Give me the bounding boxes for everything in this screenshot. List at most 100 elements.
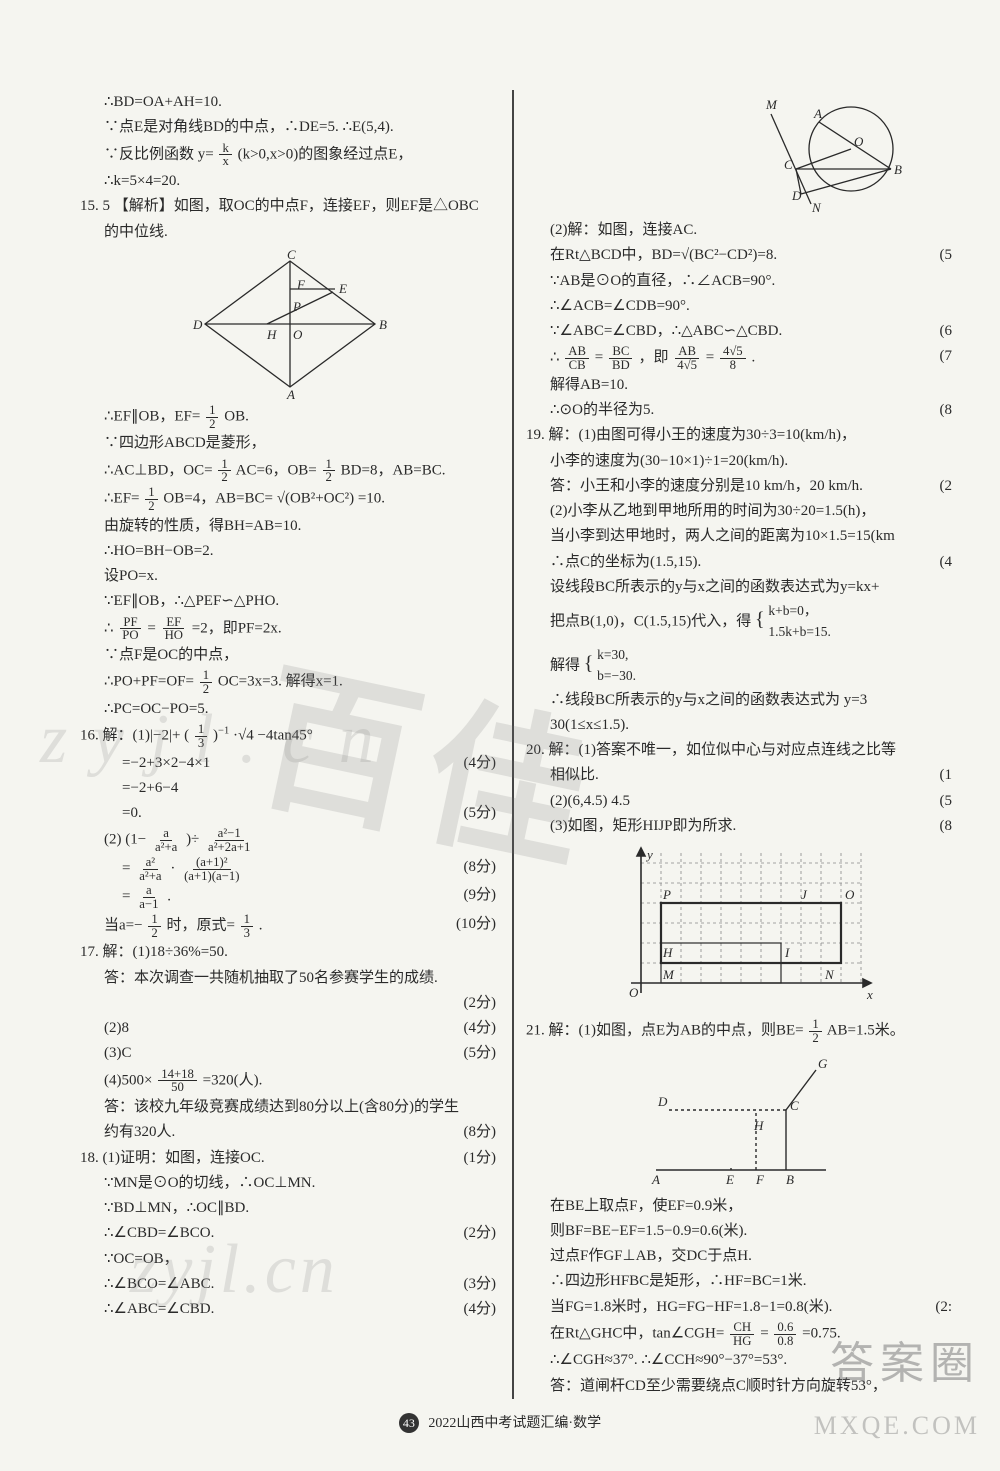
figure-gate: G D C H A E B F <box>526 1046 956 1194</box>
column-right: M A O C B D N (2)解：如图，连接AC. 在Rt△BCD中，BD=… <box>526 90 956 1399</box>
text-line: 的中位线. <box>80 220 500 245</box>
q19-head: 19. 解：(1)由图可得小王的速度为30÷3=10(km/h)， <box>526 423 956 448</box>
text: ∴∠CBD=∠BCO. <box>104 1225 214 1241</box>
svg-text:x: x <box>866 987 873 1002</box>
text-line: ∴HO=BH−OB=2. <box>80 539 500 564</box>
brace-line: 1.5k+b=15. <box>768 622 830 643</box>
text: (4)500× <box>104 1072 152 1088</box>
q21-head: 21. 解：(1)如图，点E为AB的中点，则BE= 12 AB=1.5米。 <box>526 1017 956 1046</box>
text: =0.75. <box>802 1326 840 1342</box>
text-line: ∵MN是⊙O的切线，∴OC⊥MN. <box>80 1171 500 1196</box>
q18-head: 18. (1)证明：如图，连接OC. (1分) <box>80 1146 500 1171</box>
svg-text:B: B <box>379 317 387 332</box>
svg-text:G: G <box>818 1056 828 1071</box>
text: = <box>147 620 155 636</box>
fraction: aa−1 <box>136 884 161 911</box>
svg-text:D: D <box>192 317 203 332</box>
svg-text:A: A <box>813 106 822 121</box>
svg-text:C: C <box>287 249 296 262</box>
text-line: ∵∠ABC=∠CBD，∴△ABC∽△CBD. (6 <box>526 319 956 344</box>
text-line: ∴∠ACB=∠CDB=90°. <box>526 294 956 319</box>
text: ∴点C的坐标为(1.5,15). <box>550 554 701 570</box>
text-line: ∴∠BCO=∠ABC. (3分) <box>80 1272 500 1297</box>
text-line: ∴PO+PF=OF= 12 OC=3x=3. 解得x=1. <box>80 668 500 697</box>
text-line: 在BE上取点F，使EF=0.9米， <box>526 1194 956 1219</box>
score: (4分) <box>464 1017 497 1040</box>
q20-head: 20. 解：(1)答案不唯一，如位似中心与对应点连线之比等 <box>526 738 956 763</box>
score: (2分) <box>464 992 497 1015</box>
fraction: kx <box>219 142 231 169</box>
text: 在Rt△GHC中，tan∠CGH= <box>550 1326 724 1342</box>
fraction: BCBD <box>609 345 633 372</box>
score: (4分) <box>464 1298 497 1321</box>
fraction: 12 <box>218 458 230 485</box>
text-line: ∴AC⊥BD，OC= 12 AC=6，OB= 12 BD=8，AB=BC. <box>80 457 500 486</box>
svg-text:D: D <box>791 188 802 203</box>
text: (2) <box>104 832 122 848</box>
text: (k>0,x>0)的图象经过点E， <box>238 146 413 162</box>
text: 时，原式= <box>166 917 234 933</box>
score: (4分) <box>464 752 497 775</box>
text: · <box>170 860 175 876</box>
text-line: =−2+3×2−4×1 (4分) <box>80 751 500 776</box>
text: . <box>751 350 755 366</box>
text-line: ∴ ABCB = BCBD ，即 AB4√5 = 4√58 . (7 <box>526 344 956 373</box>
text-line: 把点B(1,0)，C(1.5,15)代入，得 { k+b=0， 1.5k+b=1… <box>526 600 956 644</box>
figure-circle: M A O C B D N <box>526 90 956 218</box>
text: √(OB²+OC²) <box>277 491 354 507</box>
score: (2: <box>935 1296 952 1319</box>
svg-text:A: A <box>651 1172 660 1187</box>
q15-head: 15. 5 【解析】如图，取OC的中点F，连接EF，则EF是△OBC <box>80 194 500 219</box>
fraction: EFHO <box>162 616 186 643</box>
text: 18. (1)证明：如图，连接OC. <box>80 1150 265 1166</box>
text: ∵反比例函数 y= <box>104 146 214 162</box>
text-line: ∵OC=OB， <box>80 1247 500 1272</box>
brace-line: k+b=0， <box>768 601 830 622</box>
text-line: ∴EF∥OB，EF= 12 OB. <box>80 403 500 432</box>
fraction: PFPO <box>119 616 141 643</box>
text-line: (2)小李从乙地到甲地所用的时间为30÷20=1.5(h)， <box>526 499 956 524</box>
text-line: 当a=− 12 时，原式= 13 . (10分) <box>80 912 500 941</box>
text: ∴AC⊥BD，OC= <box>104 462 213 478</box>
text: (2)8 <box>104 1020 129 1036</box>
score: (2 <box>940 475 953 498</box>
text-line: (3)如图，矩形HIJP即为所求. (8 <box>526 814 956 839</box>
score: (8分) <box>464 856 497 879</box>
svg-text:F: F <box>755 1172 765 1187</box>
svg-text:M: M <box>662 967 675 982</box>
score: (9分) <box>464 884 497 907</box>
text-line: 设PO=x. <box>80 564 500 589</box>
text: ∴EF∥OB，EF= <box>104 408 200 424</box>
text-line: ∴EF= 12 OB=4，AB=BC= √(OB²+OC²) =10. <box>80 485 500 514</box>
text-line: ∴ PFPO = EFHO =2，即PF=2x. <box>80 615 500 644</box>
score: (7 <box>940 345 953 368</box>
text-line: ∴点C的坐标为(1.5,15). (4 <box>526 550 956 575</box>
text: = <box>122 889 130 905</box>
text-line: 答：该校九年级竞赛成绩达到80分以上(含80分)的学生 <box>80 1095 500 1120</box>
text: 解得 <box>550 657 580 673</box>
text: ，即 <box>638 350 668 366</box>
text: 16. 解：(1)|−2|+ <box>80 728 180 744</box>
text: ∵∠ABC=∠CBD，∴△ABC∽△CBD. <box>550 323 782 339</box>
column-divider <box>512 90 514 1399</box>
text-line: 当小李到达甲地时，两人之间的距离为10×1.5=15(km <box>526 524 956 549</box>
text: = <box>595 350 603 366</box>
text: AB=1.5米。 <box>827 1023 905 1039</box>
fraction: CHHG <box>730 1321 754 1348</box>
text-line: =−2+6−4 <box>80 776 500 801</box>
text-line: ∴k=5×4=20. <box>80 169 500 194</box>
text-line: 30(1≤x≤1.5). <box>526 713 956 738</box>
text-line: (2)8 (4分) <box>80 1016 500 1041</box>
text: =10. <box>358 491 385 507</box>
text-line: (3)C (5分) <box>80 1041 500 1066</box>
text-line: (2)(6,4.5) 4.5 (5 <box>526 789 956 814</box>
text: . <box>167 889 171 905</box>
figure-rhombus: C E F P D H O B A <box>80 245 500 403</box>
text: 相似比. <box>550 767 599 783</box>
text-line: 则BF=BE−EF=1.5−0.9=0.6(米). <box>526 1219 956 1244</box>
svg-text:O: O <box>293 327 303 342</box>
score: (5分) <box>464 1042 497 1065</box>
svg-text:E: E <box>725 1172 734 1187</box>
fraction: 12 <box>323 458 335 485</box>
text: 把点B(1,0)，C(1.5,15)代入，得 <box>550 613 751 629</box>
